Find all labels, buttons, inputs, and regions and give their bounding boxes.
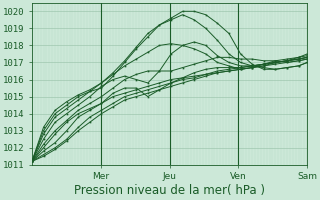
X-axis label: Pression niveau de la mer( hPa ): Pression niveau de la mer( hPa ) [74, 184, 265, 197]
